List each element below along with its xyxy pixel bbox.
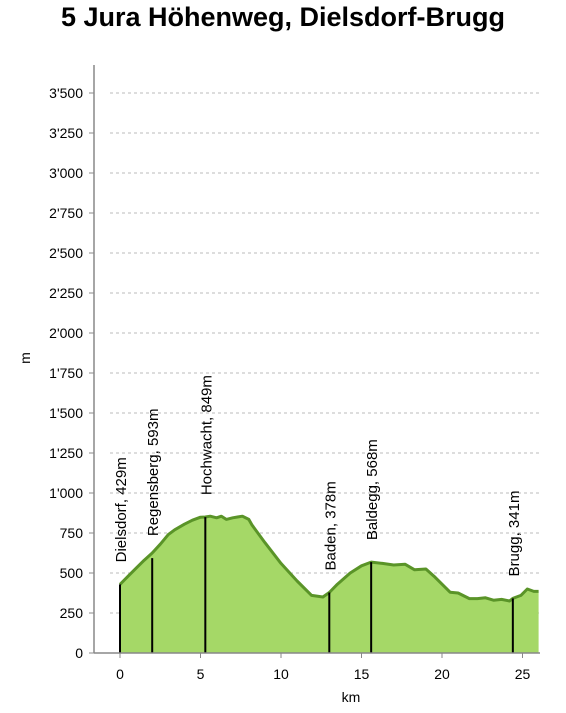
x-tick-label: 15 <box>354 666 370 682</box>
x-tick-label: 20 <box>434 666 450 682</box>
y-tick-label: 1'250 <box>49 445 83 461</box>
elevation-fill <box>120 516 539 653</box>
elevation-area <box>118 514 539 653</box>
y-tick-label: 500 <box>60 565 84 581</box>
y-axis-label: m <box>17 352 33 364</box>
x-tick-label: 0 <box>116 666 124 682</box>
y-tick-label: 2'250 <box>49 285 83 301</box>
waypoint-label: Hochwacht, 849m <box>198 375 215 495</box>
x-tick-label: 5 <box>197 666 205 682</box>
y-tick-label: 2'750 <box>49 205 83 221</box>
y-tick-label: 1'750 <box>49 365 83 381</box>
y-tick-label: 2'000 <box>49 325 83 341</box>
waypoint-label: Brugg, 341m <box>506 491 523 577</box>
y-tick-label: 250 <box>60 605 84 621</box>
waypoint-label: Dielsdorf, 429m <box>113 457 130 562</box>
chart-title: 5 Jura Höhenweg, Dielsdorf-Brugg <box>60 2 506 32</box>
waypoint-label: Baldegg, 568m <box>364 439 381 540</box>
y-tick-label: 3'000 <box>49 165 83 181</box>
waypoint-label: Regensberg, 593m <box>145 409 162 537</box>
x-tick-label: 25 <box>515 666 531 682</box>
y-tick-label: 1'500 <box>49 405 83 421</box>
y-tick-label: 1'000 <box>49 485 83 501</box>
elevation-line <box>118 514 539 603</box>
y-tick-label: 3'250 <box>49 125 83 141</box>
x-tick-label: 10 <box>273 666 289 682</box>
y-tick-label: 0 <box>75 645 83 661</box>
y-tick-label: 750 <box>60 525 84 541</box>
waypoint-label: Baden, 378m <box>322 481 339 570</box>
y-tick-label: 2'500 <box>49 245 83 261</box>
axes: 02505007501'0001'2501'5001'7502'0002'250… <box>49 65 540 682</box>
x-axis-label: km <box>342 689 361 705</box>
waypoint-markers: Dielsdorf, 429m Regensberg, 593m Hochwacht… <box>113 375 523 653</box>
y-tick-label: 3'500 <box>49 85 83 101</box>
